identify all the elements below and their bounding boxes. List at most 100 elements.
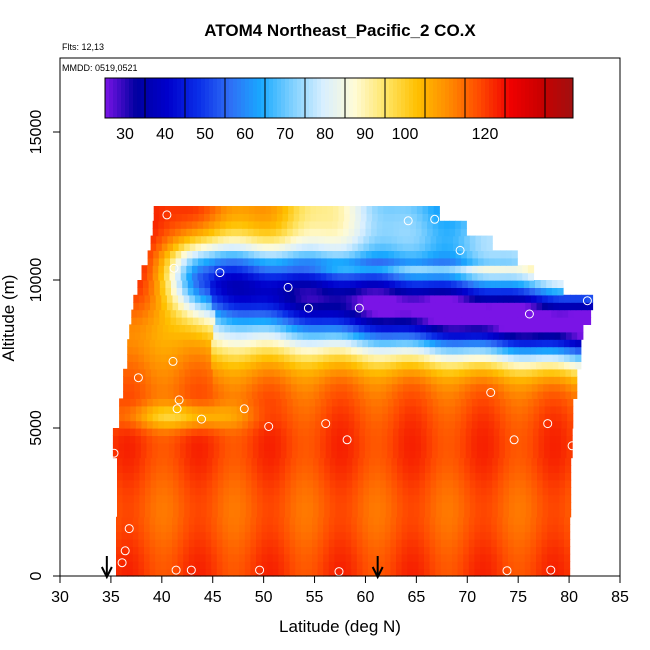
heatmap-cell [359, 413, 367, 422]
heatmap-cell [474, 546, 481, 555]
heatmap-cell [352, 502, 359, 510]
heatmap-cell [536, 516, 543, 525]
colorbar-cell [373, 78, 378, 118]
heatmap-cell [173, 376, 180, 385]
heatmap-cell [151, 376, 158, 385]
heatmap-cell [256, 561, 263, 570]
heatmap-cell [382, 220, 389, 229]
heatmap-cell [282, 250, 289, 259]
heatmap-cell [144, 568, 151, 577]
heatmap-cell [328, 568, 335, 577]
heatmap-cell [474, 539, 481, 547]
heatmap-cell [267, 339, 274, 348]
heatmap-cell [257, 457, 264, 466]
heatmap-cell [559, 494, 566, 503]
heatmap-cell [302, 391, 309, 399]
heatmap-cell [159, 213, 166, 222]
heatmap-cell [208, 435, 215, 444]
heatmap-cell [194, 346, 201, 355]
heatmap-cell [229, 391, 236, 399]
heatmap-cell [520, 383, 527, 392]
heatmap-cell [301, 465, 308, 473]
heatmap-cell [369, 465, 376, 473]
heatmap-cell [270, 413, 277, 422]
x-tick-label: 70 [458, 589, 476, 606]
heatmap-cell [330, 383, 337, 392]
heatmap-cell [558, 524, 565, 533]
heatmap-cell [187, 309, 194, 318]
heatmap-cell [166, 302, 174, 311]
heatmap-cell [432, 398, 439, 407]
heatmap-cell [358, 368, 365, 377]
heatmap-cell [509, 457, 516, 466]
heatmap-cell [148, 287, 155, 296]
heatmap-cell [303, 265, 311, 274]
heatmap-cell [226, 257, 233, 266]
heatmap-cell [267, 568, 274, 577]
heatmap-cell [356, 561, 363, 570]
heatmap-cell [340, 339, 347, 348]
colorbar-cell [461, 78, 466, 118]
heatmap-cell [569, 361, 576, 370]
heatmap-cell [303, 435, 310, 444]
heatmap-cell [290, 509, 297, 518]
heatmap-cell [351, 339, 358, 348]
heatmap-cell [487, 383, 494, 392]
heatmap-cell [532, 428, 540, 436]
heatmap-cell [229, 383, 236, 392]
heatmap-cell [188, 539, 195, 547]
heatmap-cell [166, 561, 173, 570]
heatmap-cell [427, 405, 434, 414]
heatmap-cell [536, 524, 543, 533]
heatmap-cell [402, 294, 409, 303]
heatmap-cell [538, 435, 545, 444]
heatmap-cell [381, 428, 388, 436]
heatmap-cell [168, 331, 175, 340]
heatmap-cell [397, 243, 404, 251]
heatmap-cell [531, 368, 539, 377]
heatmap-cell [401, 361, 408, 370]
heatmap-cell [390, 346, 397, 355]
heatmap-cell [545, 317, 552, 325]
heatmap-cell [202, 442, 209, 451]
heatmap-cell [251, 243, 258, 251]
heatmap-cell [359, 450, 366, 459]
heatmap-cell [156, 502, 163, 510]
heatmap-cell [567, 420, 574, 429]
heatmap-cell [430, 487, 437, 496]
heatmap-cell [225, 405, 232, 414]
heatmap-cell [292, 272, 299, 281]
heatmap-cell [153, 213, 160, 222]
heatmap-cell [230, 450, 237, 459]
heatmap-cell [273, 235, 280, 244]
heatmap-cell [250, 568, 257, 577]
heatmap-cell [354, 398, 361, 407]
heatmap-cell [207, 391, 214, 399]
heatmap-cell [502, 546, 509, 555]
heatmap-cell [150, 502, 157, 510]
heatmap-cell [331, 272, 339, 281]
x-tick-label: 30 [51, 589, 69, 606]
heatmap-cell [295, 294, 302, 303]
heatmap-cell [240, 235, 247, 244]
heatmap-cell [525, 457, 532, 466]
colorbar-cell [189, 78, 194, 118]
heatmap-cell [330, 376, 337, 385]
heatmap-cell [363, 235, 370, 244]
heatmap-cell [327, 280, 334, 288]
heatmap-cell [273, 465, 280, 473]
heatmap-cell [555, 450, 562, 459]
x-tick-label: 65 [407, 589, 425, 606]
heatmap-cell [510, 450, 517, 459]
heatmap-cell [538, 450, 545, 459]
heatmap-cell [180, 265, 187, 274]
heatmap-cell [391, 472, 398, 481]
heatmap-cell [220, 250, 227, 259]
heatmap-cell [418, 354, 425, 362]
heatmap-cell [185, 450, 192, 459]
heatmap-cell [513, 531, 520, 540]
heatmap-cell [136, 309, 144, 318]
heatmap-cell [471, 398, 479, 407]
heatmap-cell [212, 383, 219, 392]
heatmap-cell [552, 346, 559, 355]
